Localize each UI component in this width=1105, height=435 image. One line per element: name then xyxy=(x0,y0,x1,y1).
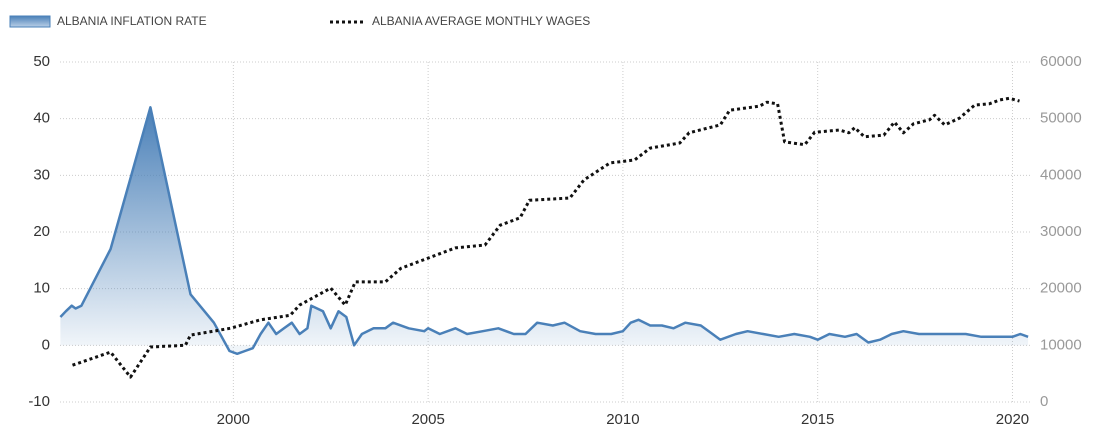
y2-tick-label: 40000 xyxy=(1040,166,1082,183)
y-tick-label: 0 xyxy=(42,336,50,353)
y-tick-label: -10 xyxy=(28,393,50,410)
y2-tick-label: 60000 xyxy=(1040,53,1082,70)
line xyxy=(59,106,1029,356)
area xyxy=(60,107,1029,354)
y2-tick-label: 20000 xyxy=(1040,280,1082,297)
y-tick-label: 40 xyxy=(33,110,50,127)
line xyxy=(72,96,1020,379)
y-tick-label: 30 xyxy=(33,166,50,183)
y2-tick-label: 10000 xyxy=(1040,336,1082,353)
x-tick-label: 2005 xyxy=(411,411,444,428)
legend-label: ALBANIA INFLATION RATE xyxy=(57,14,207,28)
x-tick-label: 2020 xyxy=(996,411,1029,428)
y-tick-label: 10 xyxy=(33,280,50,297)
legend-label: ALBANIA AVERAGE MONTHLY WAGES xyxy=(372,14,590,28)
x-tick-label: 2000 xyxy=(217,411,250,428)
y-tick-label: 20 xyxy=(33,223,50,240)
y2-tick-label: 0 xyxy=(1040,393,1048,410)
y-tick-label: 50 xyxy=(33,53,50,70)
y2-tick-label: 50000 xyxy=(1040,110,1082,127)
x-tick-label: 2015 xyxy=(801,411,834,428)
legend-swatch-area xyxy=(9,15,51,28)
x-tick-label: 2010 xyxy=(606,411,639,428)
y2-tick-label: 30000 xyxy=(1040,223,1082,240)
